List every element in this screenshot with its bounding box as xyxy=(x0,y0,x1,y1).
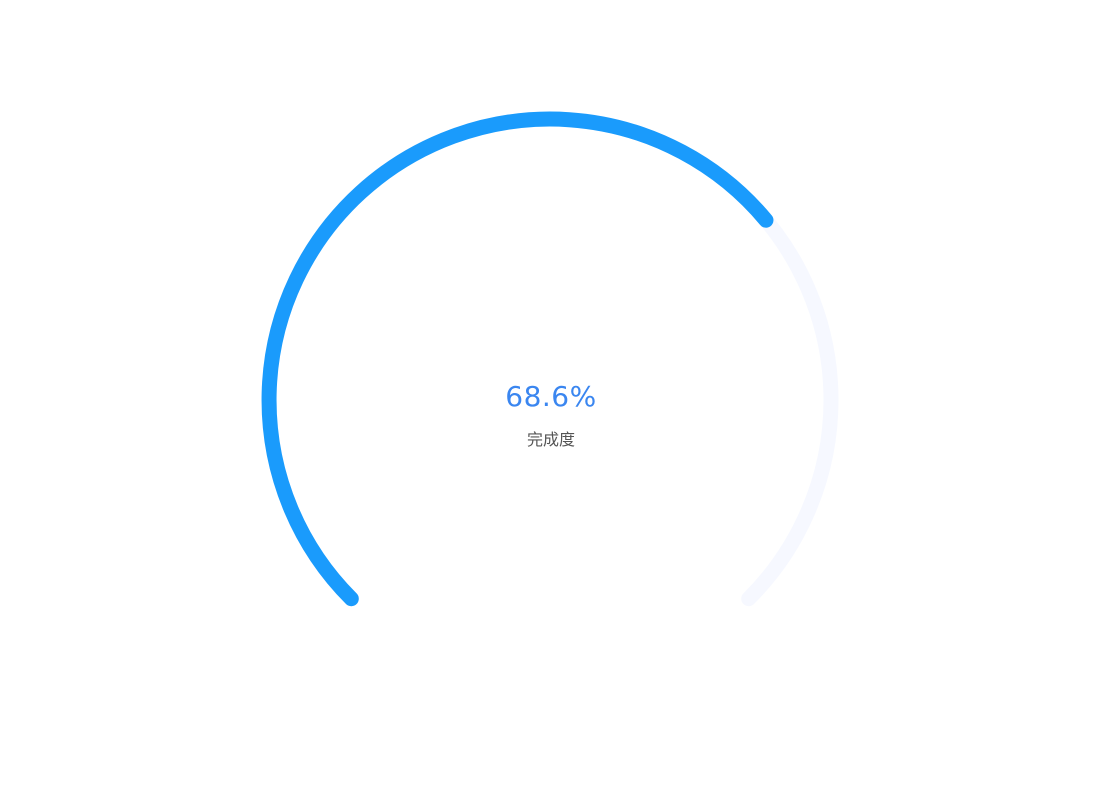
gauge-caption: 完成度 xyxy=(526,430,575,449)
gauge-progress-arc xyxy=(261,111,774,607)
gauge-value-label: 68.6% xyxy=(505,380,597,413)
